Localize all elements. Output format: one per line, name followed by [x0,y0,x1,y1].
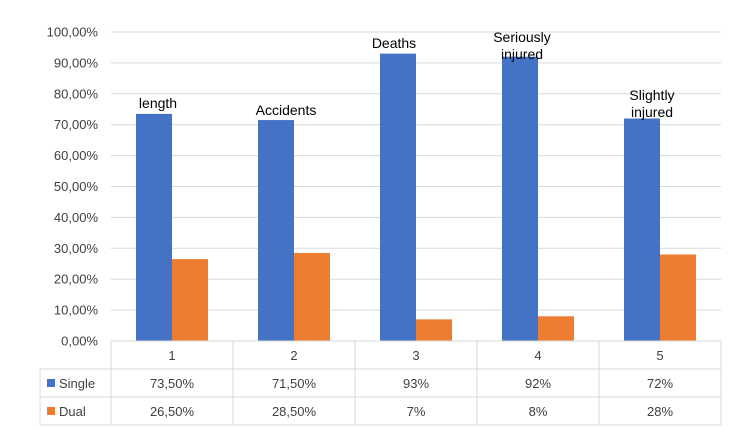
y-tick-label: 60,00% [54,148,99,163]
legend-swatch-single [47,379,55,387]
bar-single-1 [136,113,172,341]
annotation-5: Slightly injured [629,87,674,120]
bar-single-4 [502,56,538,341]
y-tick-label: 40,00% [54,210,99,225]
annotation-line: Slightly [629,87,674,103]
bar-dual-2 [294,252,330,341]
data-label-dual: 8% [529,404,548,419]
bar-single-3 [380,53,416,341]
annotation-line: injured [501,46,543,62]
annotation-3: Deaths [372,35,416,51]
y-tick-label: 10,00% [54,303,99,318]
bar-dual-1 [172,259,208,341]
annotation-line: length [139,95,177,111]
legend-label-dual: Dual [59,404,86,419]
annotation-line: Seriously [493,29,551,45]
y-tick-label: 100,00% [47,25,99,40]
data-label-single: 71,50% [272,376,317,391]
category-label: 1 [168,348,175,363]
category-label: 2 [290,348,297,363]
data-label-dual: 7% [407,404,426,419]
y-tick-label: 50,00% [54,179,99,194]
category-label: 3 [412,348,419,363]
bar-dual-5 [660,254,696,341]
data-label-single: 73,50% [150,376,195,391]
category-label: 4 [534,348,541,363]
y-tick-label: 30,00% [54,241,99,256]
y-axis-ticks: 0,00% 10,00% 20,00% 30,00% 40,00% 50,00% 60,00… [47,25,99,349]
annotation-4: Seriously injured [493,29,551,62]
annotation-2: Accidents [256,102,317,118]
annotation-1: length [139,95,177,111]
annotation-line: injured [631,104,673,120]
data-label-single: 72% [647,376,673,391]
data-label-single: 93% [403,376,429,391]
bar-dual-4 [538,316,574,341]
legend-label-single: Single [59,376,95,391]
y-tick-label: 0,00% [61,334,98,349]
y-tick-label: 70,00% [54,117,99,132]
data-label-dual: 26,50% [150,404,195,419]
data-label-single: 92% [525,376,551,391]
bar-single-5 [624,118,660,342]
bar-dual-3 [416,319,452,341]
data-table: 1 2 3 4 5 Single 73,50% 71,50% 93% 92% 72% Dual 26,5… [39,340,722,426]
legend-swatch-dual [47,407,55,415]
data-label-dual: 28% [647,404,673,419]
annotation-line: Accidents [256,102,317,118]
y-tick-label: 90,00% [54,55,99,70]
bars [136,53,696,342]
y-tick-label: 80,00% [54,86,99,101]
category-label: 5 [656,348,663,363]
data-label-dual: 28,50% [272,404,317,419]
bar-single-2 [258,120,294,341]
annotation-line: Deaths [372,35,416,51]
y-tick-label: 20,00% [54,272,99,287]
